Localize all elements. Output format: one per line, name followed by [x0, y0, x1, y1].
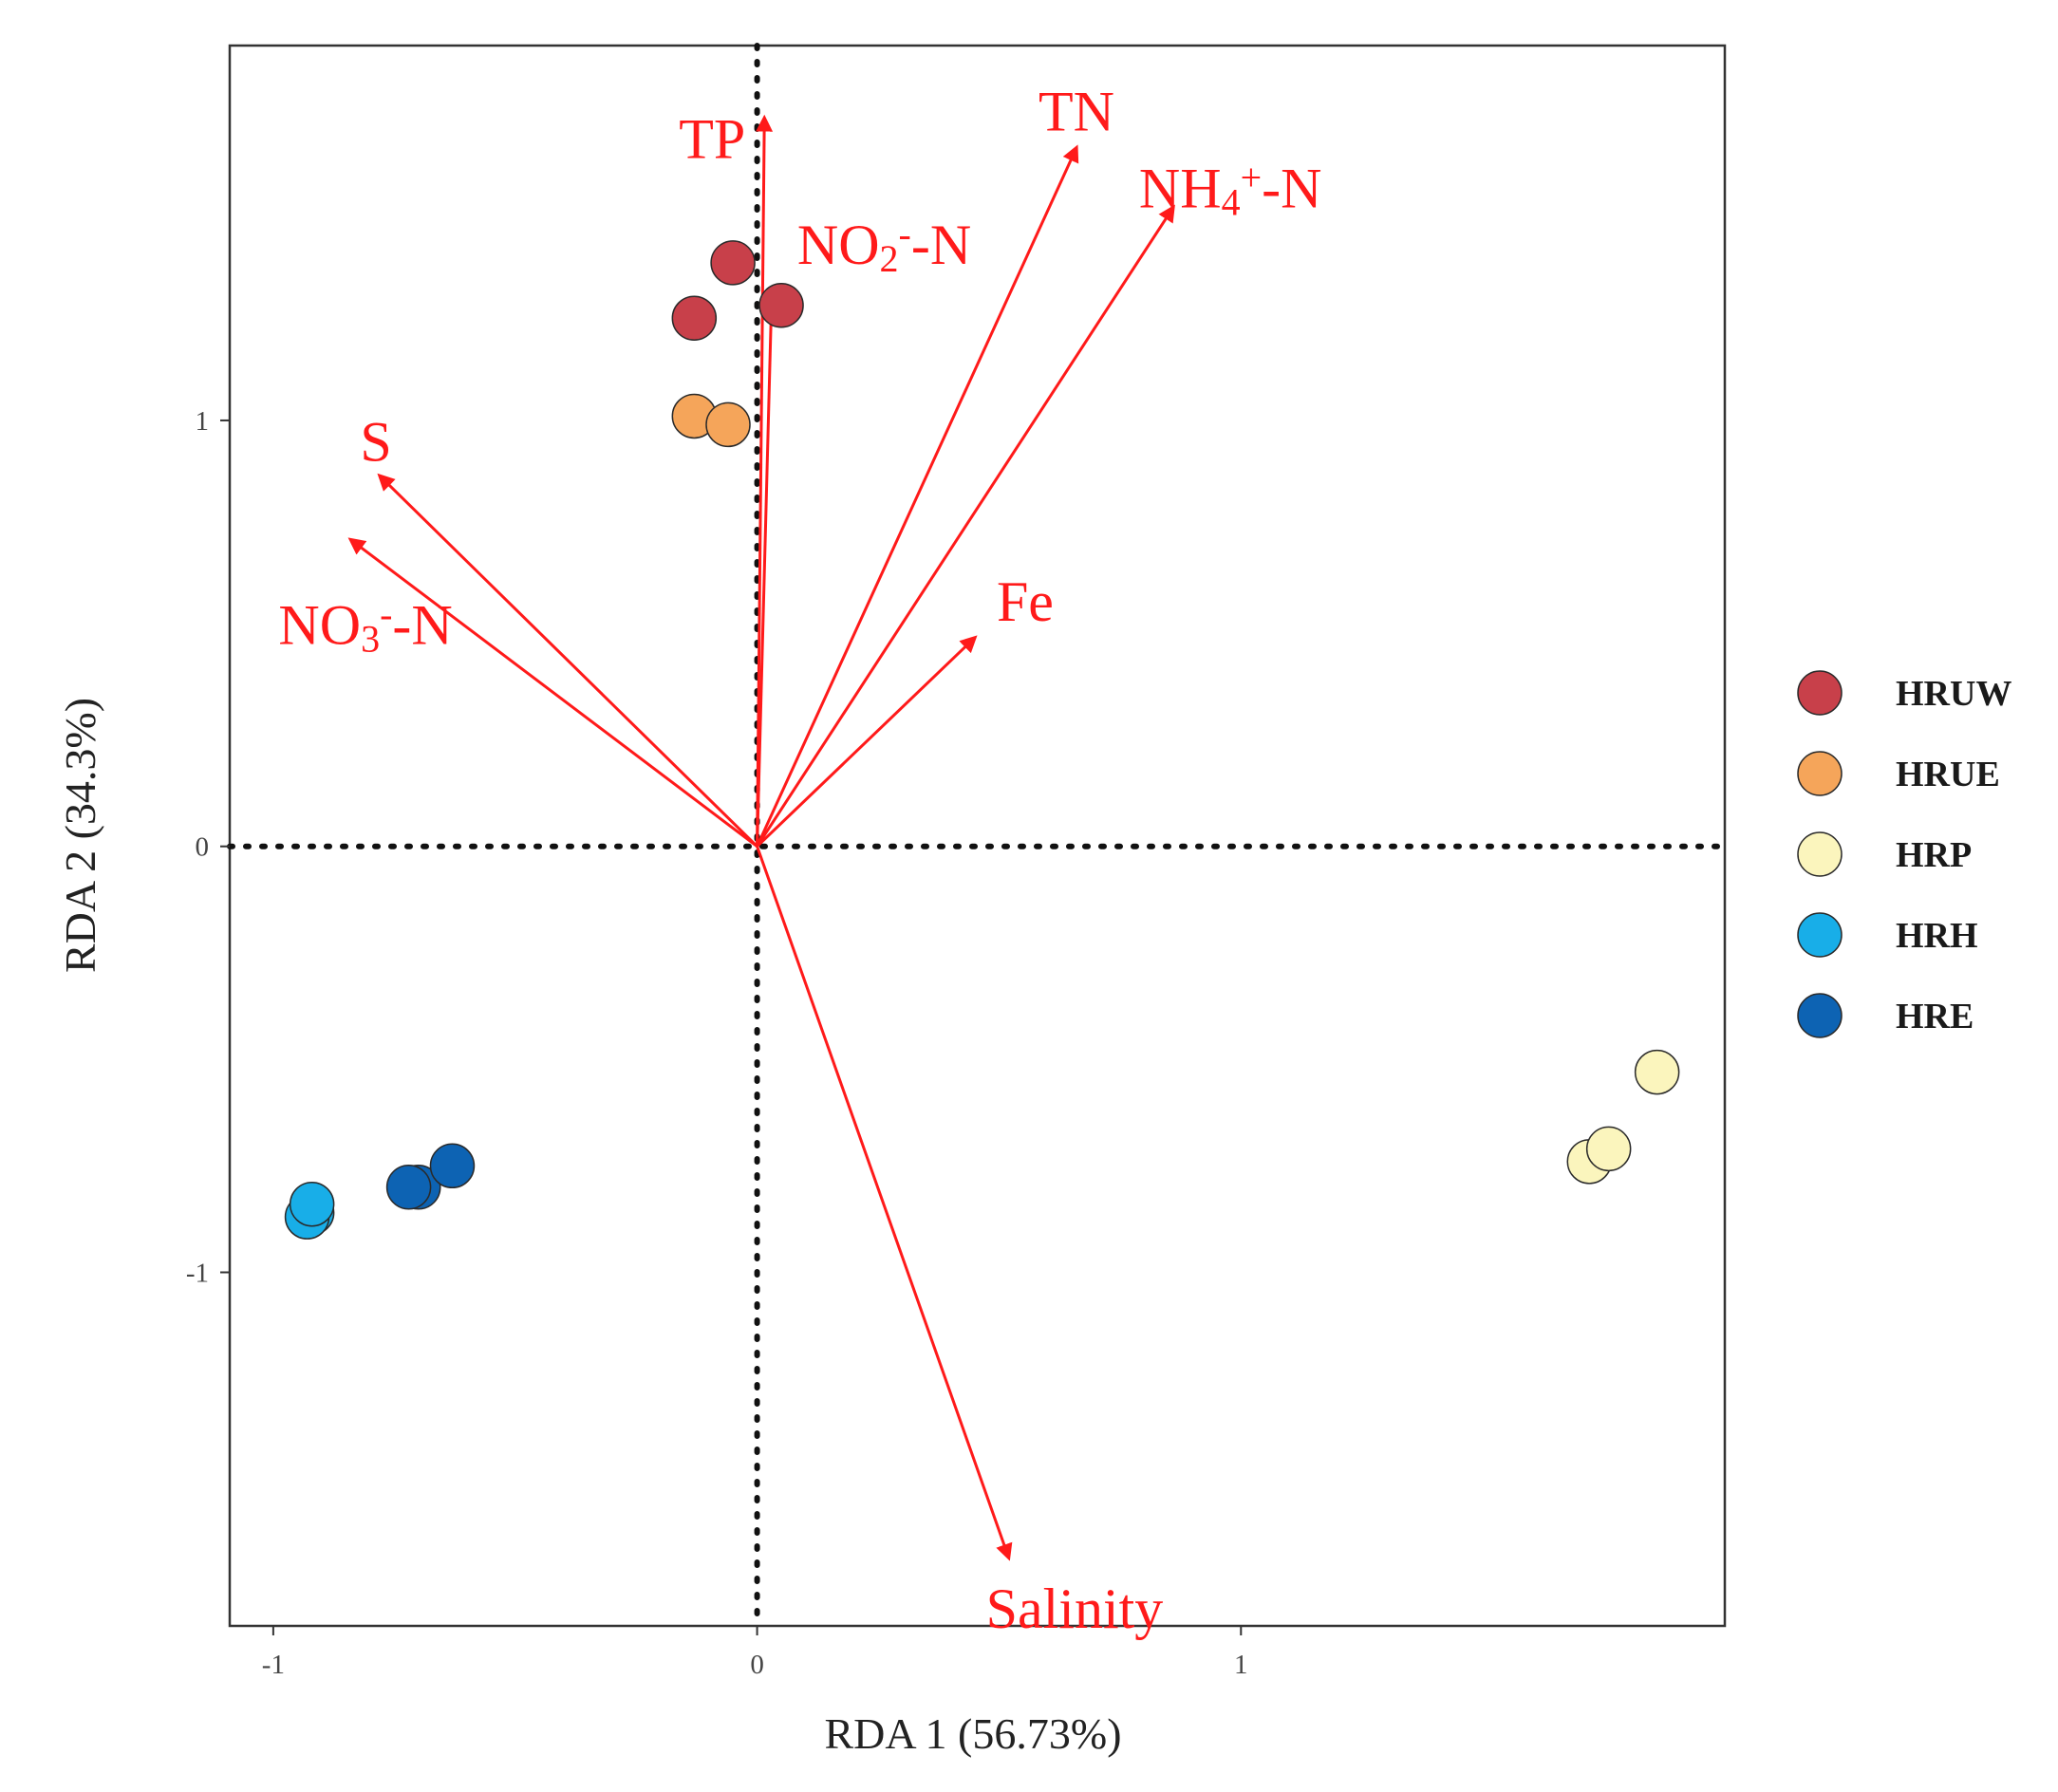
axis-ticks: -1 0 1 -1 0 1	[186, 406, 1248, 1680]
vector-arrow-salinity	[756, 846, 1013, 1561]
sample-points	[284, 240, 1680, 1240]
legend-item-hre: HRE	[1797, 993, 1974, 1038]
vector-arrow-tp	[756, 114, 774, 847]
legend-item-hrp: HRP	[1797, 831, 1972, 877]
legend-label: HRP	[1896, 835, 1972, 875]
x-tick-label: 1	[1234, 1650, 1248, 1680]
legend: HRUW HRUE HRP HRH HRE	[1797, 670, 2011, 1038]
point-hre	[429, 1143, 476, 1189]
point-hruw	[710, 240, 756, 286]
legend-item-hruw: HRUW	[1797, 670, 2011, 716]
vector-label-salinity: Salinity	[986, 1577, 1164, 1640]
legend-item-hrh: HRH	[1797, 912, 1978, 958]
legend-swatch	[1797, 831, 1843, 877]
point-hruw	[671, 295, 718, 341]
environment-vectors	[347, 114, 1175, 1561]
vector-arrow-tn	[756, 144, 1079, 848]
legend-label: HRE	[1896, 997, 1974, 1036]
legend-item-hrue: HRUE	[1797, 751, 2000, 796]
legend-swatch	[1797, 751, 1843, 796]
vector-arrow-no2-n	[756, 293, 780, 847]
vector-labels: TP TN NH4+-N NO2--N S NO3--N Fe Salinity	[278, 81, 1321, 1640]
vector-arrow-nh4plus-n	[756, 204, 1175, 848]
vector-label-tn: TN	[1038, 81, 1114, 143]
x-axis-title: RDA 1 (56.73%)	[824, 1709, 1121, 1758]
vector-label-tp: TP	[679, 107, 745, 170]
vector-label-no3-n: NO3--N	[278, 593, 452, 661]
vector-arrow-s	[377, 473, 758, 848]
point-hrp	[1585, 1126, 1632, 1172]
point-hrp	[1634, 1049, 1680, 1095]
point-hruw	[758, 283, 804, 328]
y-tick-label: 1	[196, 406, 210, 437]
legend-swatch	[1797, 912, 1843, 958]
point-hrue	[705, 401, 751, 448]
vector-arrow-no3-n	[347, 537, 758, 848]
y-tick-label: -1	[186, 1259, 209, 1289]
y-axis-title: RDA 2 (34.3%)	[56, 698, 104, 973]
plot-panel	[228, 44, 1727, 1628]
vector-label-nh4plus-n: NH4+-N	[1139, 157, 1322, 224]
point-hre	[385, 1164, 432, 1210]
vector-label-fe: Fe	[997, 570, 1054, 633]
legend-label: HRUE	[1896, 755, 2000, 794]
vector-label-no2-n: NO2--N	[797, 213, 971, 280]
legend-swatch	[1797, 993, 1843, 1038]
y-tick-label: 0	[196, 832, 210, 863]
point-hrh	[289, 1181, 335, 1227]
x-tick-label: 0	[750, 1650, 764, 1680]
legend-swatch	[1797, 670, 1843, 716]
legend-label: HRH	[1896, 916, 1978, 956]
x-tick-label: -1	[262, 1650, 285, 1680]
vector-label-s: S	[360, 410, 391, 473]
vector-arrow-fe	[756, 635, 978, 848]
legend-label: HRUW	[1896, 674, 2011, 714]
